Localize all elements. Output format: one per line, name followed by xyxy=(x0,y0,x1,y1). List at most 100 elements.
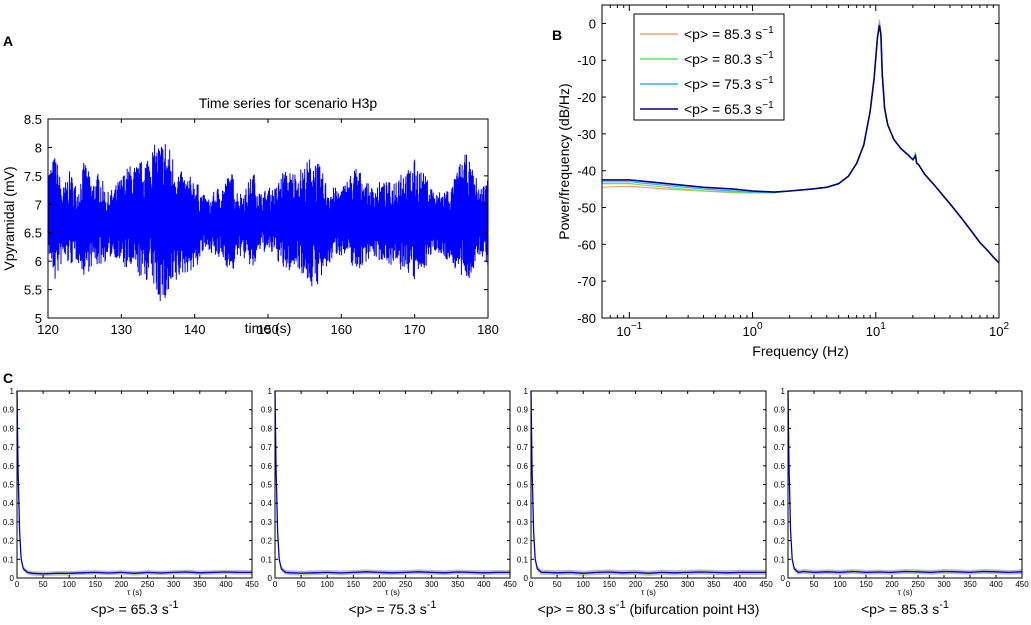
x-tick-label: 400 xyxy=(989,580,1003,589)
y-tick-label: -50 xyxy=(577,201,596,216)
y-tick-label: 0.3 xyxy=(3,518,15,527)
caption-main: <p> = 85.3 s xyxy=(861,601,939,617)
x-tick-label: 50 xyxy=(553,580,562,589)
y-tick-label: 0.7 xyxy=(517,443,529,452)
caption-main: <p> = 75.3 s xyxy=(348,601,426,617)
y-tick-label: 0.1 xyxy=(774,555,786,564)
x-axis-label: time (s) xyxy=(245,320,292,336)
x-tick-label: 140 xyxy=(184,322,206,337)
panel-label-a: A xyxy=(3,33,13,49)
spread-band xyxy=(788,391,1022,575)
legend-label-0: <p> = 85.3 s−1 xyxy=(684,25,774,42)
plot-frame xyxy=(601,4,1000,319)
y-tick-label: 1 xyxy=(10,387,15,396)
x-tick-label: 400 xyxy=(477,580,491,589)
caption-exponent: -1 xyxy=(616,599,626,611)
x-tick-label: 100 xyxy=(743,321,763,339)
x-tick-label: 350 xyxy=(963,580,977,589)
series-line-3 xyxy=(602,25,1000,264)
chart-title: Time series for scenario H3p xyxy=(199,95,378,111)
mean-line xyxy=(530,390,766,574)
y-tick-label: 5 xyxy=(35,311,42,326)
x-tick-label: 150 xyxy=(603,580,617,589)
mean-line xyxy=(274,390,510,574)
x-tick-label: 300 xyxy=(681,580,695,589)
subplot-c4: 0 0.1 0.2 0.3 0.4 0.5 0.6 0.7 0.8 0.9 1 0 50 100 150 20… xyxy=(774,387,1029,617)
mean-line xyxy=(16,390,252,575)
legend-label-main: <p> = 85.3 s xyxy=(684,26,762,42)
x-tick-label: 170 xyxy=(404,322,426,337)
y-axis-label: Power/frequency (dB/Hz) xyxy=(556,83,572,239)
y-tick-label: 0.1 xyxy=(261,555,273,564)
y-tick-label: 5.5 xyxy=(24,283,42,298)
y-tick-label: 0.7 xyxy=(261,443,273,452)
x-tick-label: 100 xyxy=(577,580,591,589)
y-tick-label: 7.5 xyxy=(24,169,42,184)
caption-main: <p> = 80.3 s xyxy=(538,601,616,617)
x-tick-label: 120 xyxy=(37,322,59,337)
x-tick-label: 102 xyxy=(989,321,1009,339)
y-tick-label: 0.5 xyxy=(3,481,15,490)
y-tick-label: 0.6 xyxy=(261,462,273,471)
plot-frame xyxy=(274,390,511,579)
spread-band xyxy=(17,391,252,577)
y-tick-label: -70 xyxy=(577,274,596,289)
x-tick-exponent: 1 xyxy=(880,321,886,332)
y-tick-label: 0 xyxy=(10,574,15,583)
y-tick-label: 1 xyxy=(268,387,273,396)
y-tick-label: 0.7 xyxy=(774,443,786,452)
y-tick-label: 8.5 xyxy=(24,112,42,127)
legend-label-exponent: −1 xyxy=(762,50,774,61)
y-tick-label: -60 xyxy=(577,237,596,252)
y-tick-label: 7 xyxy=(35,197,42,212)
y-tick-label: 0.8 xyxy=(774,424,786,433)
y-tick-label: -80 xyxy=(577,311,596,326)
panel-label-c: C xyxy=(3,370,13,386)
x-tick-label: 350 xyxy=(193,580,207,589)
subplot-c2: 0 0.1 0.2 0.3 0.4 0.5 0.6 0.7 0.8 0.9 1 0 50 100 150 20… xyxy=(261,387,517,617)
y-tick-label: 0 xyxy=(268,574,273,583)
y-tick-label: 0.4 xyxy=(517,499,529,508)
x-tick-label: 200 xyxy=(885,580,899,589)
x-tick-label: 150 xyxy=(347,580,361,589)
x-tick-base: 10 xyxy=(866,324,880,339)
y-axis-label: Vpyramidal (mV) xyxy=(1,166,17,270)
x-tick-label: 450 xyxy=(503,580,517,589)
legend-label-main: <p> = 75.3 s xyxy=(684,76,762,92)
x-axis-label: τ (s) xyxy=(127,588,142,597)
x-tick-label: 450 xyxy=(1015,580,1029,589)
y-tick-label: 0.6 xyxy=(3,462,15,471)
x-tick-label: 450 xyxy=(759,580,773,589)
y-tick-label: 0.2 xyxy=(261,537,273,546)
plot-frame xyxy=(530,390,767,579)
legend-label-exponent: −1 xyxy=(762,75,774,86)
y-tick-label: -20 xyxy=(577,90,596,105)
x-tick-label: 300 xyxy=(425,580,439,589)
x-tick-label: 0 xyxy=(786,580,791,589)
x-tick-label: 350 xyxy=(707,580,721,589)
x-tick-label: 400 xyxy=(219,580,233,589)
caption-main: <p> = 65.3 s xyxy=(90,601,168,617)
y-tick-label: 0.9 xyxy=(774,406,786,415)
x-tick-label: 400 xyxy=(733,580,747,589)
caption-exponent: -1 xyxy=(169,599,179,611)
x-tick-label: 100 xyxy=(321,580,335,589)
y-tick-label: 0.5 xyxy=(517,481,529,490)
panel-c-autocorrelation: 00.10.20.30.40.50.60.70.80.910 50 100 150 20… xyxy=(3,387,1029,617)
x-tick-label: 200 xyxy=(373,580,387,589)
x-axis-label: τ (s) xyxy=(385,588,400,597)
y-tick-label: 0 xyxy=(781,574,786,583)
x-tick-label: 160 xyxy=(330,322,352,337)
y-tick-label: 0.2 xyxy=(774,537,786,546)
x-tick-label: 300 xyxy=(167,580,181,589)
y-tick-label: 0.1 xyxy=(3,555,15,564)
x-tick-label: 250 xyxy=(911,580,925,589)
y-tick-label: 0.7 xyxy=(3,443,15,452)
x-tick-label: 150 xyxy=(89,580,103,589)
subplot-caption: <p> = 80.3 s-1 (bifurcation point H3) xyxy=(538,599,760,617)
y-tick-label: 0.4 xyxy=(3,499,15,508)
y-tick-label: 0.2 xyxy=(517,537,529,546)
legend-label-1: <p> = 80.3 s−1 xyxy=(684,50,774,67)
y-tick-label: 0.9 xyxy=(3,406,15,415)
